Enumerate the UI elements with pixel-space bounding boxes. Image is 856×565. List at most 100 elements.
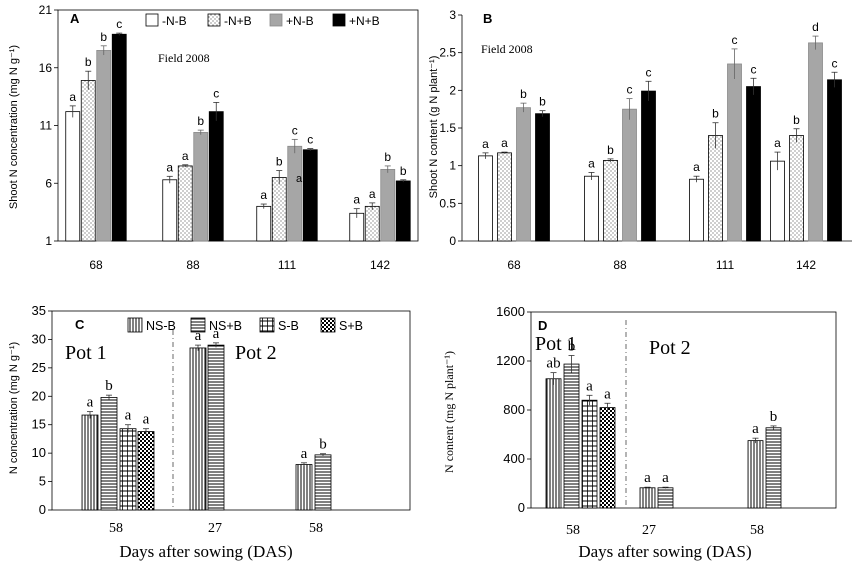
panel-c-frame: 0 5 10 15 20 25 30 35 58 27 58 [32,303,411,536]
bar [177,165,193,242]
bar [545,378,562,509]
y-tick-label: 21 [39,3,53,17]
bar [302,149,318,242]
y-tick-label: 1 [449,159,456,173]
significance-letter: c [832,56,838,70]
significance-letter: a [69,90,76,104]
legend-label: NS-B [146,319,176,333]
significance-letter: a [301,446,308,462]
x-category-label: 88 [613,258,627,272]
bar [747,440,764,509]
significance-letter: b [520,87,527,101]
panel-d-ylabel: N content (mg N plant⁻¹) [442,351,456,473]
y-tick-label: 5 [39,474,46,489]
significance-letter: b [770,409,778,425]
panel-b-ylabel: Shoot N content (g N plant⁻¹) [428,56,440,199]
panel-d-frame: 0 400 800 1200 1600 58 27 58 [496,304,837,538]
panel-c-section-pot1: Pot 1 [65,342,107,364]
legend-swatch [127,317,143,333]
bar [641,90,656,242]
legend-swatch [269,13,283,27]
panel-d-letter: D [538,318,547,333]
plot-border [51,310,411,511]
legend-swatch [145,13,159,27]
bar [770,160,785,242]
significance-letter: a [353,193,360,207]
y-tick-label: 1200 [496,353,525,368]
bar [808,42,823,242]
significance-letter: c [732,33,738,47]
bar [137,431,155,511]
bar [584,175,599,242]
panel-c-ylabel: N concentration (mg N g⁻¹) [8,342,20,474]
bar [271,177,287,242]
panel-c-xlabel: Days after sowing (DAS) [119,542,292,561]
y-tick-label: 30 [32,331,46,346]
significance-letter: c [116,17,122,31]
significance-letter: a [604,386,611,402]
significance-letter: b [400,164,407,178]
bar [581,399,598,509]
significance-letter: a [369,187,376,201]
significance-letter: b [712,107,719,121]
bar [516,107,531,242]
legend-label: +N-B [286,14,314,28]
significance-letter: a [260,188,267,202]
legend-label: S+B [339,319,363,333]
significance-letter: c [751,62,757,76]
significance-letter: ab [546,356,560,372]
y-tick-label: 20 [32,388,46,403]
x-category-label: 88 [186,258,200,272]
significance-letter: b [85,55,92,69]
bar [599,407,616,509]
bar [364,205,380,242]
significance-letter: c [307,133,313,147]
significance-letter: b [384,150,391,164]
legend-swatch [190,317,206,333]
bar [207,344,225,511]
y-tick-label: 0 [39,502,46,517]
bar [380,168,396,242]
panel-a: Shoot N concentration (mg N g⁻¹) 1611162… [8,3,419,272]
y-tick-label: 2 [449,83,456,97]
panel-b-frame: 0 0.5 1 1.5 2 2.5 3 68 88 111 142 [439,8,852,272]
panel-c-bars: aba aa aab [81,326,332,511]
bar [765,427,782,509]
bar [81,414,99,511]
legend-swatch [320,317,336,333]
y-tick-label: 11 [40,119,53,133]
x-category-label: 58 [109,521,123,536]
y-tick-label: 1 [45,234,52,248]
bar [314,454,332,511]
x-category-label: 58 [309,521,323,536]
y-tick-label: 800 [503,402,525,417]
x-category-label: 142 [796,258,816,272]
y-tick-label: 3 [449,8,456,22]
significance-letter: a [87,395,94,411]
bar [603,159,618,242]
panel-a-legend: -N-B -N+B +N-B +N+B [145,13,380,28]
significance-letter: a [125,408,132,424]
x-category-label: 111 [716,258,735,272]
bar [689,178,704,242]
bar [827,79,842,242]
y-tick-label: 6 [45,176,52,190]
panel-b: Shoot N content (g N plant⁻¹) 0 0.5 1 1.5 2 2… [428,8,852,272]
significance-letter: a [143,412,150,428]
bar [639,487,656,509]
y-tick-label: 1600 [496,304,525,319]
significance-letter: a [213,326,220,342]
significance-letter: a [166,160,173,174]
bar [189,347,207,511]
bar [727,63,742,242]
bar [65,111,81,242]
x-category-label: 142 [370,258,390,272]
bar [208,111,224,242]
bar [193,132,209,242]
panel-a-ylabel: Shoot N concentration (mg N g⁻¹) [8,45,20,209]
bar [478,155,493,242]
y-tick-label: 16 [39,61,53,75]
y-tick-label: 10 [32,445,46,460]
